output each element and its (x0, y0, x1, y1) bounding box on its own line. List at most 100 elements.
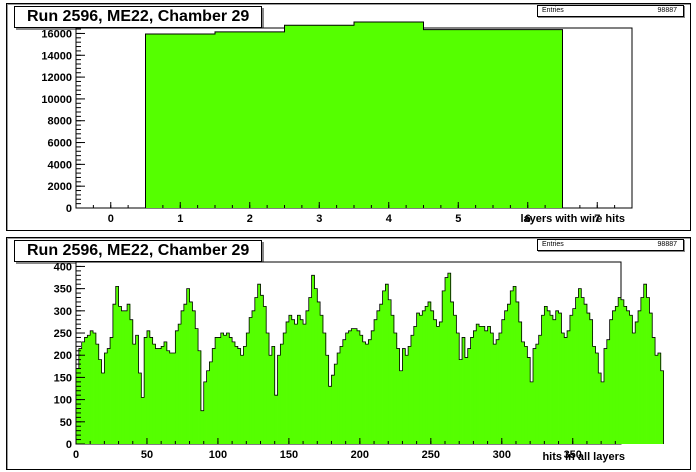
histogram-bar (286, 321, 290, 444)
x-tick-label: 5 (455, 213, 461, 225)
x-tick-label: 150 (280, 449, 298, 461)
histogram-bar (181, 310, 185, 444)
histogram-bar (132, 344, 137, 444)
histogram-bar (129, 319, 134, 444)
histogram-bar (169, 353, 173, 444)
histogram-bar (558, 313, 562, 444)
x-tick-label: 250 (422, 449, 440, 461)
y-tick-label: 0 (66, 203, 72, 215)
histogram-bar (322, 333, 327, 444)
histogram-bar (430, 310, 435, 444)
histogram-bar (660, 370, 664, 444)
histogram-bar (459, 359, 463, 444)
histogram-bar (385, 284, 389, 444)
histogram-bar (217, 337, 222, 444)
histogram-bar (172, 353, 176, 444)
histogram-bar (572, 308, 576, 444)
histogram-bar (447, 273, 452, 444)
histogram-bar (538, 335, 542, 444)
y-tick-label: 16000 (41, 28, 72, 40)
histogram-bar (357, 330, 361, 444)
histogram-bar (149, 337, 154, 444)
histogram-bar (376, 310, 381, 444)
histogram-bar (487, 326, 491, 444)
histogram-bar (158, 348, 162, 444)
histogram-bar (294, 324, 298, 444)
histogram-bar (284, 25, 354, 208)
histogram-bar (303, 324, 307, 444)
y-tick-label: 200 (54, 350, 72, 362)
histogram-bar (195, 328, 199, 444)
histogram-bar (598, 372, 602, 444)
x-tick-label: 3 (316, 213, 322, 225)
histogram-bar (484, 330, 488, 444)
x-tick-label: 2 (247, 213, 253, 225)
histogram-bar (200, 410, 205, 444)
histogram-bar (498, 333, 503, 444)
histogram-bar (450, 301, 454, 444)
histogram-bar (283, 333, 287, 444)
histogram-bar (317, 301, 321, 444)
x-tick-label: 1 (177, 213, 183, 225)
histogram-bar (152, 344, 156, 444)
histogram-bar (374, 319, 378, 444)
histogram-bar (518, 321, 523, 444)
histogram-bar (351, 328, 355, 444)
y-tick-label: 150 (54, 372, 72, 384)
stats-entries-value: 98887 (657, 241, 677, 248)
histogram-bar (300, 319, 304, 444)
y-tick-label: 0 (66, 439, 72, 451)
histogram-bar (433, 319, 437, 444)
histogram-bar (595, 353, 599, 444)
histogram-bar (399, 370, 403, 444)
histogram-bar (618, 297, 622, 444)
x-tick-label: 7 (594, 213, 600, 225)
histogram-bar (121, 310, 125, 444)
histogram-bar (476, 324, 480, 444)
histogram-bar (655, 355, 659, 444)
y-tick-label: 8000 (48, 116, 72, 128)
histogram-bar (280, 344, 284, 444)
histogram-bar (127, 304, 131, 444)
histogram-bar (555, 310, 559, 444)
histogram-bar (104, 353, 108, 444)
histogram-bar (643, 284, 647, 444)
histogram-bar (110, 337, 114, 444)
histogram-bar (161, 346, 165, 444)
histogram-bar (291, 319, 295, 444)
histogram-bar (115, 286, 119, 444)
histogram-bar (530, 381, 534, 444)
histogram-bar (371, 330, 375, 444)
histogram-bar (320, 315, 324, 444)
histogram-bar (479, 326, 483, 444)
histogram-bar (416, 313, 420, 444)
histogram-bar (146, 330, 151, 444)
y-tick-label: 12000 (41, 72, 72, 84)
histogram-bar (638, 310, 642, 444)
histogram-bar (592, 346, 596, 444)
histogram-bar (456, 333, 460, 444)
histogram-bar (561, 333, 565, 444)
histogram-bar (541, 315, 545, 444)
histogram-bar (240, 355, 244, 444)
histogram-bar (297, 315, 301, 444)
y-tick-label: 4000 (48, 159, 72, 171)
histogram-bar (575, 297, 579, 444)
histogram-bar (311, 275, 315, 444)
histogram-bar (490, 333, 494, 444)
histogram-bar (87, 335, 91, 444)
histogram-bar (155, 348, 159, 444)
histogram-bar (547, 310, 551, 444)
histogram-title: Run 2596, ME22, Chamber 29 (14, 6, 263, 28)
histogram-bar (81, 341, 85, 444)
histogram-bar (470, 337, 474, 444)
histogram-bar (510, 290, 514, 444)
histogram-bar (462, 337, 466, 444)
histogram-bar (101, 372, 105, 444)
histogram-bar (425, 306, 429, 444)
histogram-bar (408, 346, 412, 444)
y-tick-label: 250 (54, 328, 72, 340)
histogram-bar (331, 375, 335, 444)
histogram-bar (442, 290, 446, 444)
histogram-bar (365, 344, 369, 444)
